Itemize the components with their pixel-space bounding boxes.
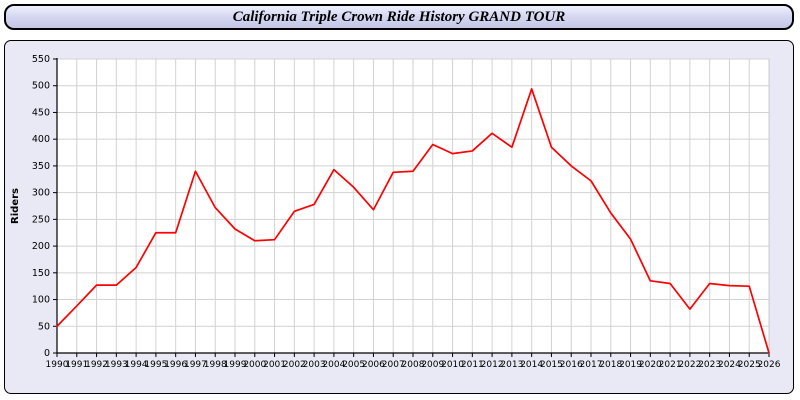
svg-text:1994: 1994 bbox=[125, 360, 148, 370]
svg-text:2005: 2005 bbox=[342, 360, 365, 370]
svg-text:100: 100 bbox=[32, 295, 50, 306]
svg-text:200: 200 bbox=[32, 241, 50, 252]
svg-text:1993: 1993 bbox=[105, 360, 128, 370]
svg-text:2019: 2019 bbox=[619, 360, 642, 370]
svg-text:2012: 2012 bbox=[481, 360, 504, 370]
svg-text:2021: 2021 bbox=[659, 360, 682, 370]
svg-text:2017: 2017 bbox=[580, 360, 603, 370]
svg-text:2022: 2022 bbox=[678, 360, 701, 370]
svg-text:2024: 2024 bbox=[718, 360, 741, 370]
svg-text:1992: 1992 bbox=[85, 360, 108, 370]
svg-text:2016: 2016 bbox=[560, 360, 583, 370]
svg-text:2025: 2025 bbox=[738, 360, 761, 370]
chart-svg: 0501001502002503003504004505005501990199… bbox=[10, 54, 781, 370]
svg-text:2004: 2004 bbox=[322, 360, 345, 370]
svg-text:2008: 2008 bbox=[402, 360, 425, 370]
svg-text:2010: 2010 bbox=[441, 360, 464, 370]
svg-text:2000: 2000 bbox=[243, 360, 266, 370]
svg-text:1995: 1995 bbox=[144, 360, 167, 370]
svg-text:2001: 2001 bbox=[263, 360, 286, 370]
svg-text:250: 250 bbox=[32, 214, 50, 225]
svg-text:1997: 1997 bbox=[184, 360, 207, 370]
svg-text:400: 400 bbox=[32, 134, 50, 145]
svg-text:Riders: Riders bbox=[10, 188, 21, 224]
svg-text:2006: 2006 bbox=[362, 360, 385, 370]
svg-text:350: 350 bbox=[32, 161, 50, 172]
svg-text:2018: 2018 bbox=[599, 360, 622, 370]
svg-text:500: 500 bbox=[32, 81, 50, 92]
svg-text:2011: 2011 bbox=[461, 360, 484, 370]
svg-text:1998: 1998 bbox=[204, 360, 227, 370]
svg-text:1999: 1999 bbox=[224, 360, 247, 370]
svg-text:2020: 2020 bbox=[639, 360, 662, 370]
svg-text:2013: 2013 bbox=[500, 360, 523, 370]
svg-text:2003: 2003 bbox=[303, 360, 326, 370]
page-title: California Triple Crown Ride History GRA… bbox=[232, 8, 566, 25]
svg-text:450: 450 bbox=[32, 107, 50, 118]
svg-text:300: 300 bbox=[32, 188, 50, 199]
chart-title-bar: California Triple Crown Ride History GRA… bbox=[4, 4, 794, 30]
svg-text:2026: 2026 bbox=[758, 360, 781, 370]
chart-panel: 0 50 100 150 200 250 300 350 400 450 500 550 1990 199… bbox=[4, 40, 794, 394]
svg-text:150: 150 bbox=[32, 268, 50, 279]
svg-text:2009: 2009 bbox=[421, 360, 444, 370]
svg-text:2023: 2023 bbox=[698, 360, 721, 370]
svg-text:1996: 1996 bbox=[164, 360, 187, 370]
svg-text:2002: 2002 bbox=[283, 360, 306, 370]
svg-text:50: 50 bbox=[38, 321, 50, 332]
svg-text:2014: 2014 bbox=[520, 360, 543, 370]
svg-text:1990: 1990 bbox=[46, 360, 69, 370]
svg-text:550: 550 bbox=[32, 54, 50, 65]
svg-text:2007: 2007 bbox=[382, 360, 405, 370]
svg-text:0: 0 bbox=[44, 348, 50, 359]
svg-text:1991: 1991 bbox=[65, 360, 88, 370]
svg-text:2015: 2015 bbox=[540, 360, 563, 370]
